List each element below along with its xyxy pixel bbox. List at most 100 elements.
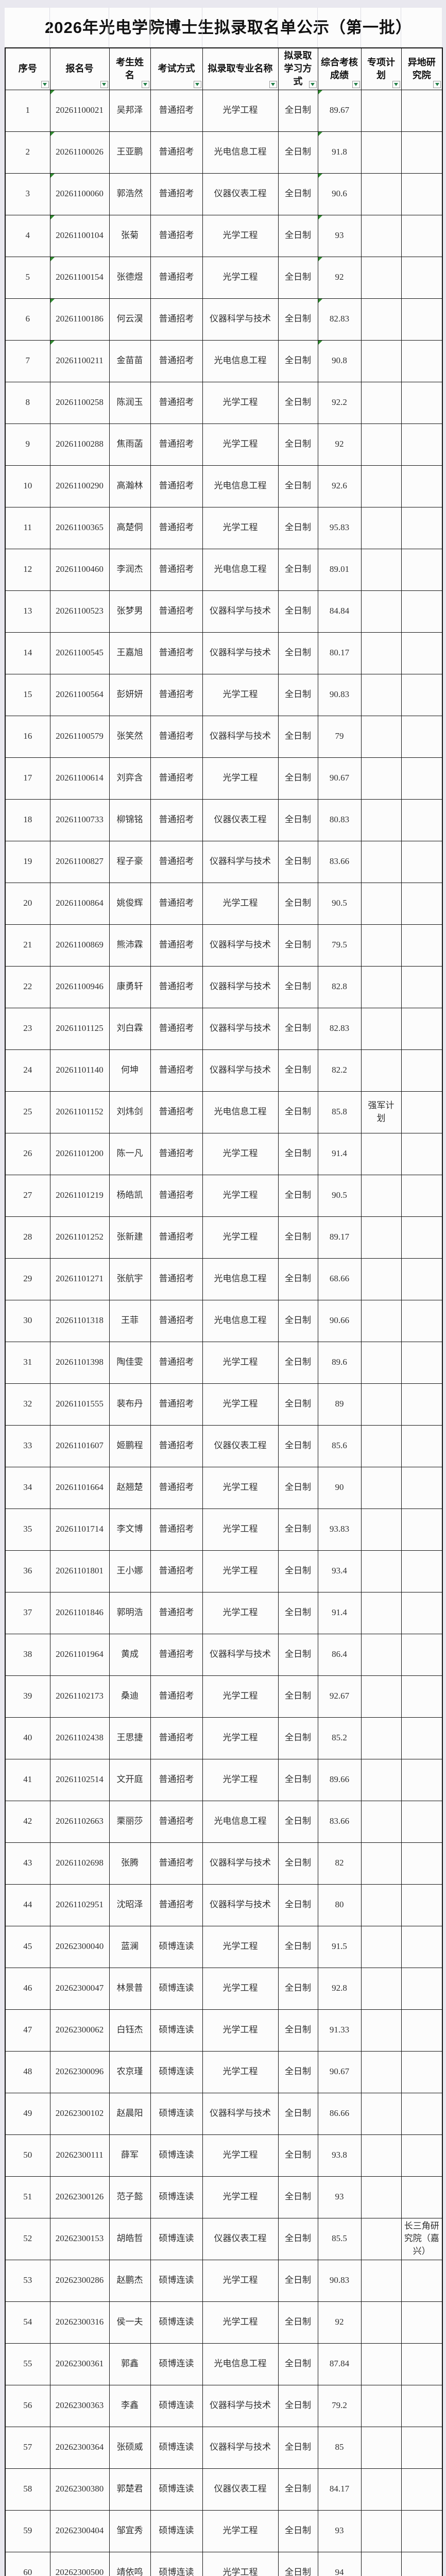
cell-value: 光学工程 — [222, 1232, 258, 1242]
cell-mode: 全日制 — [278, 2301, 318, 2344]
cell-seq: 29 — [5, 1258, 50, 1300]
cell-value: 普通招考 — [159, 1691, 194, 1701]
table-row: 20 20261100864 姚俊辉 普通招考 光学工程 全日制 90.5 — [5, 882, 443, 925]
cell-value: 陈一凡 — [116, 1148, 143, 1159]
cell-score: 92.2 — [317, 381, 362, 424]
cell-score: 89.66 — [317, 1758, 362, 1801]
cell-mode: 全日制 — [278, 256, 318, 299]
cell-reg: 20262300102 — [49, 2092, 110, 2135]
filter-dropdown-icon[interactable] — [193, 80, 201, 88]
cell-name: 姚俊辉 — [109, 882, 151, 925]
filter-dropdown-icon[interactable] — [352, 80, 360, 88]
cell-name: 何云淏 — [109, 298, 151, 341]
cell-plan — [361, 757, 402, 800]
table-row: 25 20261101152 刘炜剑 普通招考 光电信息工程 全日制 85.8 强军计划 — [5, 1091, 443, 1133]
cell-campus — [401, 1550, 443, 1592]
cell-value: 仪器仪表工程 — [214, 189, 267, 199]
cell-exam: 普通招考 — [150, 1132, 203, 1175]
chevron-down-icon — [354, 82, 358, 86]
filter-dropdown-icon[interactable] — [269, 80, 277, 88]
cell-value: 普通招考 — [159, 1649, 194, 1659]
cell-score: 90.67 — [317, 2050, 362, 2093]
cell-value: 普通招考 — [159, 314, 194, 324]
cell-value: 91.33 — [329, 2025, 350, 2035]
cell-value: 普通招考 — [159, 189, 194, 199]
filter-dropdown-icon[interactable] — [141, 80, 149, 88]
cell-campus — [401, 715, 443, 758]
cell-campus — [401, 2510, 443, 2552]
cell-value: 普通招考 — [159, 940, 194, 950]
cell-name: 刘白霖 — [109, 1007, 151, 1050]
chevron-down-icon — [435, 82, 439, 86]
cell-seq: 40 — [5, 1717, 50, 1759]
filter-dropdown-icon[interactable] — [100, 80, 108, 88]
cell-plan — [361, 1466, 402, 1509]
cell-value: 光电信息工程 — [214, 481, 267, 491]
cell-campus — [401, 89, 443, 132]
cell-mode: 全日制 — [278, 423, 318, 466]
cell-exam: 普通招考 — [150, 757, 203, 800]
cell-reg: 20261102514 — [49, 1758, 110, 1801]
filter-dropdown-icon[interactable] — [392, 80, 400, 88]
cell-seq: 16 — [5, 715, 50, 758]
cell-score: 87.84 — [317, 2343, 362, 2385]
column-header-label: 报名号 — [65, 63, 94, 74]
cell-value: 全日制 — [285, 773, 311, 783]
cell-value: 14 — [23, 648, 32, 658]
cell-reg: 20261100545 — [49, 632, 110, 674]
cell-value: 全日制 — [285, 189, 311, 199]
cell-value: 全日制 — [285, 2526, 311, 2536]
cell-value: 41 — [23, 1774, 32, 1785]
cell-reg: 20262300286 — [49, 2259, 110, 2302]
cell-value: 光电信息工程 — [214, 2359, 267, 2369]
cell-plan — [361, 214, 402, 257]
cell-value: 89.67 — [329, 105, 350, 115]
cell-exam: 普通招考 — [150, 1717, 203, 1759]
cell-value: 20261100258 — [56, 397, 104, 408]
cell-value: 张硕威 — [116, 2442, 143, 2452]
table-row: 40 20261102438 王思捷 普通招考 光学工程 全日制 85.2 — [5, 1717, 443, 1759]
cell-major: 仪器科学与技术 — [202, 1842, 279, 1885]
cell-major: 光学工程 — [202, 1967, 279, 2010]
filter-dropdown-icon[interactable] — [41, 80, 49, 88]
cell-reg: 20262300361 — [49, 2343, 110, 2385]
cell-seq: 9 — [5, 423, 50, 466]
cell-name: 侯一夫 — [109, 2301, 151, 2344]
cell-exam: 普通招考 — [150, 381, 203, 424]
cell-value: 仪器科学与技术 — [210, 2442, 271, 2452]
cell-exam: 普通招考 — [150, 1216, 203, 1259]
cell-plan — [361, 89, 402, 132]
cell-campus — [401, 2426, 443, 2469]
filter-dropdown-icon[interactable] — [308, 80, 317, 88]
cell-value: 焦雨菡 — [116, 439, 143, 449]
cell-score: 91.5 — [317, 1925, 362, 1968]
cell-plan — [361, 465, 402, 507]
cell-value: 杨皓凯 — [116, 1190, 143, 1200]
cell-campus — [401, 256, 443, 299]
cell-value: 硕博连读 — [159, 2359, 194, 2369]
cell-reg: 20261100186 — [49, 298, 110, 341]
cell-mode: 全日制 — [278, 1341, 318, 1384]
cell-mode: 全日制 — [278, 2134, 318, 2177]
cell-value: 51 — [23, 2192, 32, 2202]
cell-value: 范子懿 — [116, 2192, 143, 2202]
filter-dropdown-icon[interactable] — [433, 80, 441, 88]
cell-value: 93 — [335, 2526, 344, 2536]
cell-mode: 全日制 — [278, 1884, 318, 1926]
green-corner-triangle-icon — [50, 257, 55, 261]
cell-major: 光学工程 — [202, 757, 279, 800]
cell-exam: 普通招考 — [150, 1049, 203, 1092]
cell-value: 光学工程 — [222, 1983, 258, 1993]
cell-reg: 20261101252 — [49, 1216, 110, 1259]
cell-value: 普通招考 — [159, 731, 194, 741]
cell-campus — [401, 1842, 443, 1885]
table-row: 26 20261101200 陈一凡 普通招考 光学工程 全日制 91.4 — [5, 1132, 443, 1175]
cell-value: 硕博连读 — [159, 2233, 194, 2244]
cell-value: 93 — [335, 230, 344, 241]
cell-value: 95.83 — [329, 522, 350, 533]
cell-exam: 普通招考 — [150, 673, 203, 716]
cell-major: 光电信息工程 — [202, 1091, 279, 1133]
cell-reg: 20261102951 — [49, 1884, 110, 1926]
cell-value: 金苗苗 — [116, 355, 143, 366]
cell-mode: 全日制 — [278, 1591, 318, 1634]
